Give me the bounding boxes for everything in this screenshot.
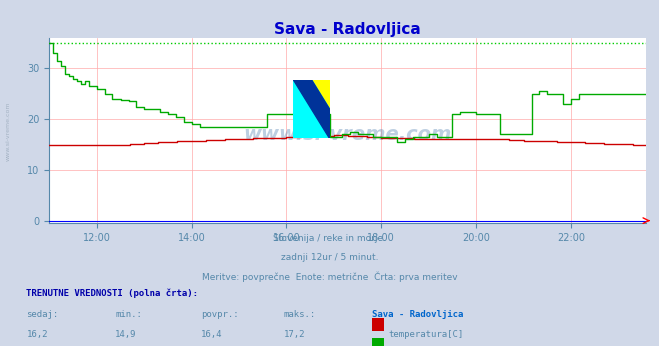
Text: Meritve: povprečne  Enote: metrične  Črta: prva meritev: Meritve: povprečne Enote: metrične Črta:… (202, 272, 457, 282)
Text: temperatura[C]: temperatura[C] (389, 330, 464, 339)
Polygon shape (312, 80, 330, 109)
Text: sedaj:: sedaj: (26, 310, 59, 319)
Polygon shape (293, 80, 330, 138)
Polygon shape (293, 80, 330, 138)
Text: zadnji 12ur / 5 minut.: zadnji 12ur / 5 minut. (281, 253, 378, 262)
Title: Sava - Radovljica: Sava - Radovljica (274, 22, 421, 37)
Text: 16,4: 16,4 (201, 330, 223, 339)
Text: 14,9: 14,9 (115, 330, 137, 339)
Text: min.:: min.: (115, 310, 142, 319)
Text: 16,2: 16,2 (26, 330, 48, 339)
Text: Slovenija / reke in morje.: Slovenija / reke in morje. (273, 234, 386, 243)
Text: www.si-vreme.com: www.si-vreme.com (243, 125, 452, 144)
Text: www.si-vreme.com: www.si-vreme.com (5, 102, 11, 161)
Text: TRENUTNE VREDNOSTI (polna črta):: TRENUTNE VREDNOSTI (polna črta): (26, 289, 198, 298)
Text: Sava - Radovljica: Sava - Radovljica (372, 310, 464, 319)
Text: maks.:: maks.: (283, 310, 316, 319)
Text: 17,2: 17,2 (283, 330, 305, 339)
Text: povpr.:: povpr.: (201, 310, 239, 319)
